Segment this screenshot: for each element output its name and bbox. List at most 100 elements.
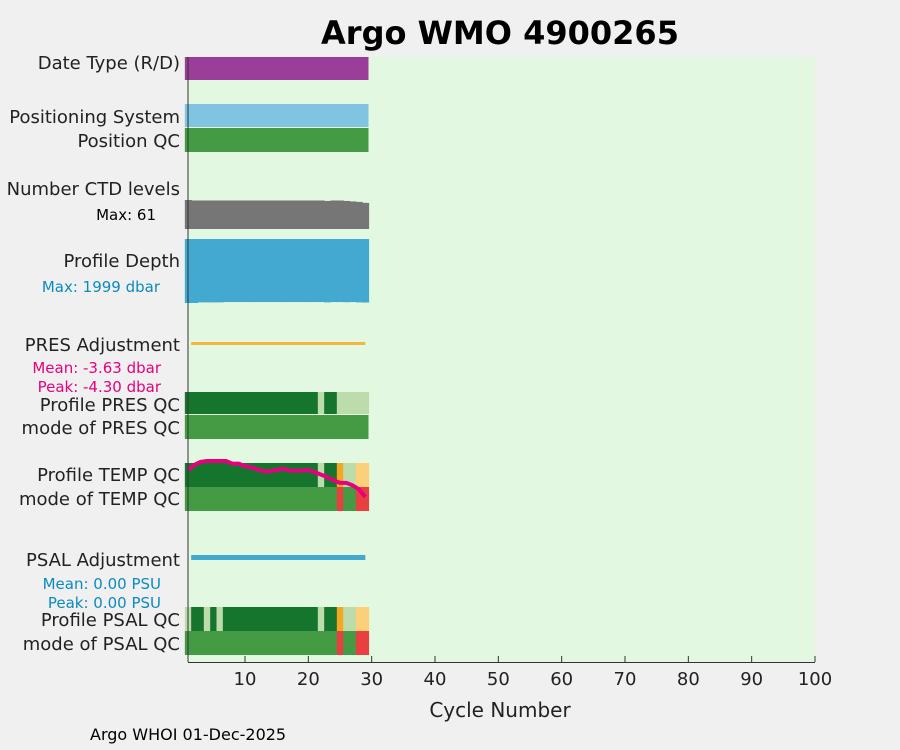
profile-psal-qc-cell [324,607,332,631]
ctd-levels-bar [203,200,211,229]
label-positioning-system: Positioning System [9,107,180,128]
chart-title: Argo WMO 4900265 [321,14,679,52]
positioning-system-bar [184,104,369,127]
label-date-type: Date Type (R/D) [38,53,180,74]
mode-temp-qc-cell [267,487,275,511]
profile-pres-qc-cell [349,392,357,414]
ctd-levels-bar [254,200,262,229]
depth-max-annotation: Max: 1999 dbar [42,278,161,296]
mode-temp-qc-cell [210,487,218,511]
profile-pres-qc-cell [248,392,256,414]
mode-temp-qc-cell [273,487,281,511]
profile-depth-bar [349,239,357,303]
ctd-levels-bar [197,200,205,229]
profile-psal-qc-cell [317,607,325,631]
profile-pres-qc-cell [191,392,199,414]
label-mode-pres-qc: mode of PRES QC [22,418,180,439]
profile-temp-qc-cell [330,463,338,487]
date-type-bar [184,57,369,80]
profile-depth-bar [286,239,294,303]
profile-depth-bar [222,239,230,303]
profile-depth-bar [191,239,199,303]
profile-psal-qc-cell [191,607,199,631]
ctd-levels-bar [336,200,344,229]
mode-temp-qc-cell [311,487,319,511]
profile-temp-qc-cell [203,463,211,487]
profile-pres-qc-cell [267,392,275,414]
profile-depth-bar [292,239,300,303]
mode-temp-qc-cell [330,487,338,511]
ctd-levels-bar [260,200,268,229]
profile-temp-qc-cell [311,463,319,487]
ctd-levels-bar [355,201,363,229]
mode-temp-qc-cell [248,487,256,511]
ctd-levels-bar [210,200,218,229]
footer-credit: Argo WHOI 01-Dec-2025 [90,725,287,744]
profile-pres-qc-cell [273,392,281,414]
mode-psal-qc-cell [222,631,230,655]
profile-depth-bar [203,239,211,303]
plot-area [188,57,815,662]
mode-psal-qc-cell [286,631,294,655]
profile-temp-qc-cell [349,463,357,487]
profile-temp-qc-cell [210,463,218,487]
mode-psal-qc-cell [260,631,268,655]
profile-pres-qc-cell [311,392,319,414]
profile-psal-qc-cell [298,607,306,631]
profile-pres-qc-cell [279,392,287,414]
ctd-levels-bar [273,200,281,229]
mode-temp-qc-cell [286,487,294,511]
label-number-ctd-levels: Number CTD levels [7,179,180,200]
ctd-levels-bar [267,200,275,229]
mode-psal-qc-cell [298,631,306,655]
mode-psal-qc-cell [229,631,237,655]
pres-peak-annotation: Peak: -4.30 dbar [38,378,162,396]
mode-temp-qc-cell [229,487,237,511]
temperature-trace-line [186,459,367,499]
profile-pres-qc-cell [317,392,325,414]
mode-temp-qc-cell [362,487,370,511]
label-mode-temp-qc: mode of TEMP QC [19,489,180,510]
ctd-levels-bar [362,202,370,229]
mode-temp-qc-cell [336,487,344,511]
mode-temp-qc-cell [191,487,199,511]
profile-temp-qc-cell [241,463,249,487]
profile-pres-qc-cell [336,392,344,414]
x-tick-label: 30 [360,669,383,690]
profile-temp-qc-cell [286,463,294,487]
mode-psal-qc-cell [311,631,319,655]
label-profile-depth: Profile Depth [63,251,180,272]
ctd-levels-bar [317,200,325,229]
profile-depth-bar [241,239,249,303]
profile-pres-qc-cell [254,392,262,414]
mode-temp-qc-cell [292,487,300,511]
mode-pres-qc-bar [184,415,369,439]
profile-depth-bar [267,239,275,303]
profile-psal-qc-cell [241,607,249,631]
x-tick-label: 40 [424,669,447,690]
ctd-levels-bar [311,200,319,229]
profile-depth-bar [305,239,313,303]
profile-depth-bar [235,239,243,303]
ctd-levels-bar [235,200,243,229]
profile-temp-qc-cell [260,463,268,487]
profile-temp-qc-cell [298,463,306,487]
mode-psal-qc-cell [197,631,205,655]
profile-temp-qc-cell [254,463,262,487]
profile-depth-bar [216,239,224,303]
mode-temp-qc-cell [222,487,230,511]
profile-pres-qc-cell [355,392,363,414]
profile-psal-qc-cell [311,607,319,631]
mode-temp-qc-cell [343,487,351,511]
profile-depth-bar [324,239,332,303]
profile-temp-qc-cell [305,463,313,487]
profile-pres-qc-cell [298,392,306,414]
label-profile-pres-qc: Profile PRES QC [40,395,180,416]
profile-psal-qc-cell [349,607,357,631]
profile-depth-bar [343,239,351,303]
profile-pres-qc-cell [210,392,218,414]
profile-temp-qc-cell [216,463,224,487]
mode-temp-qc-cell [279,487,287,511]
label-pres-adjustment: PRES Adjustment [25,335,180,356]
